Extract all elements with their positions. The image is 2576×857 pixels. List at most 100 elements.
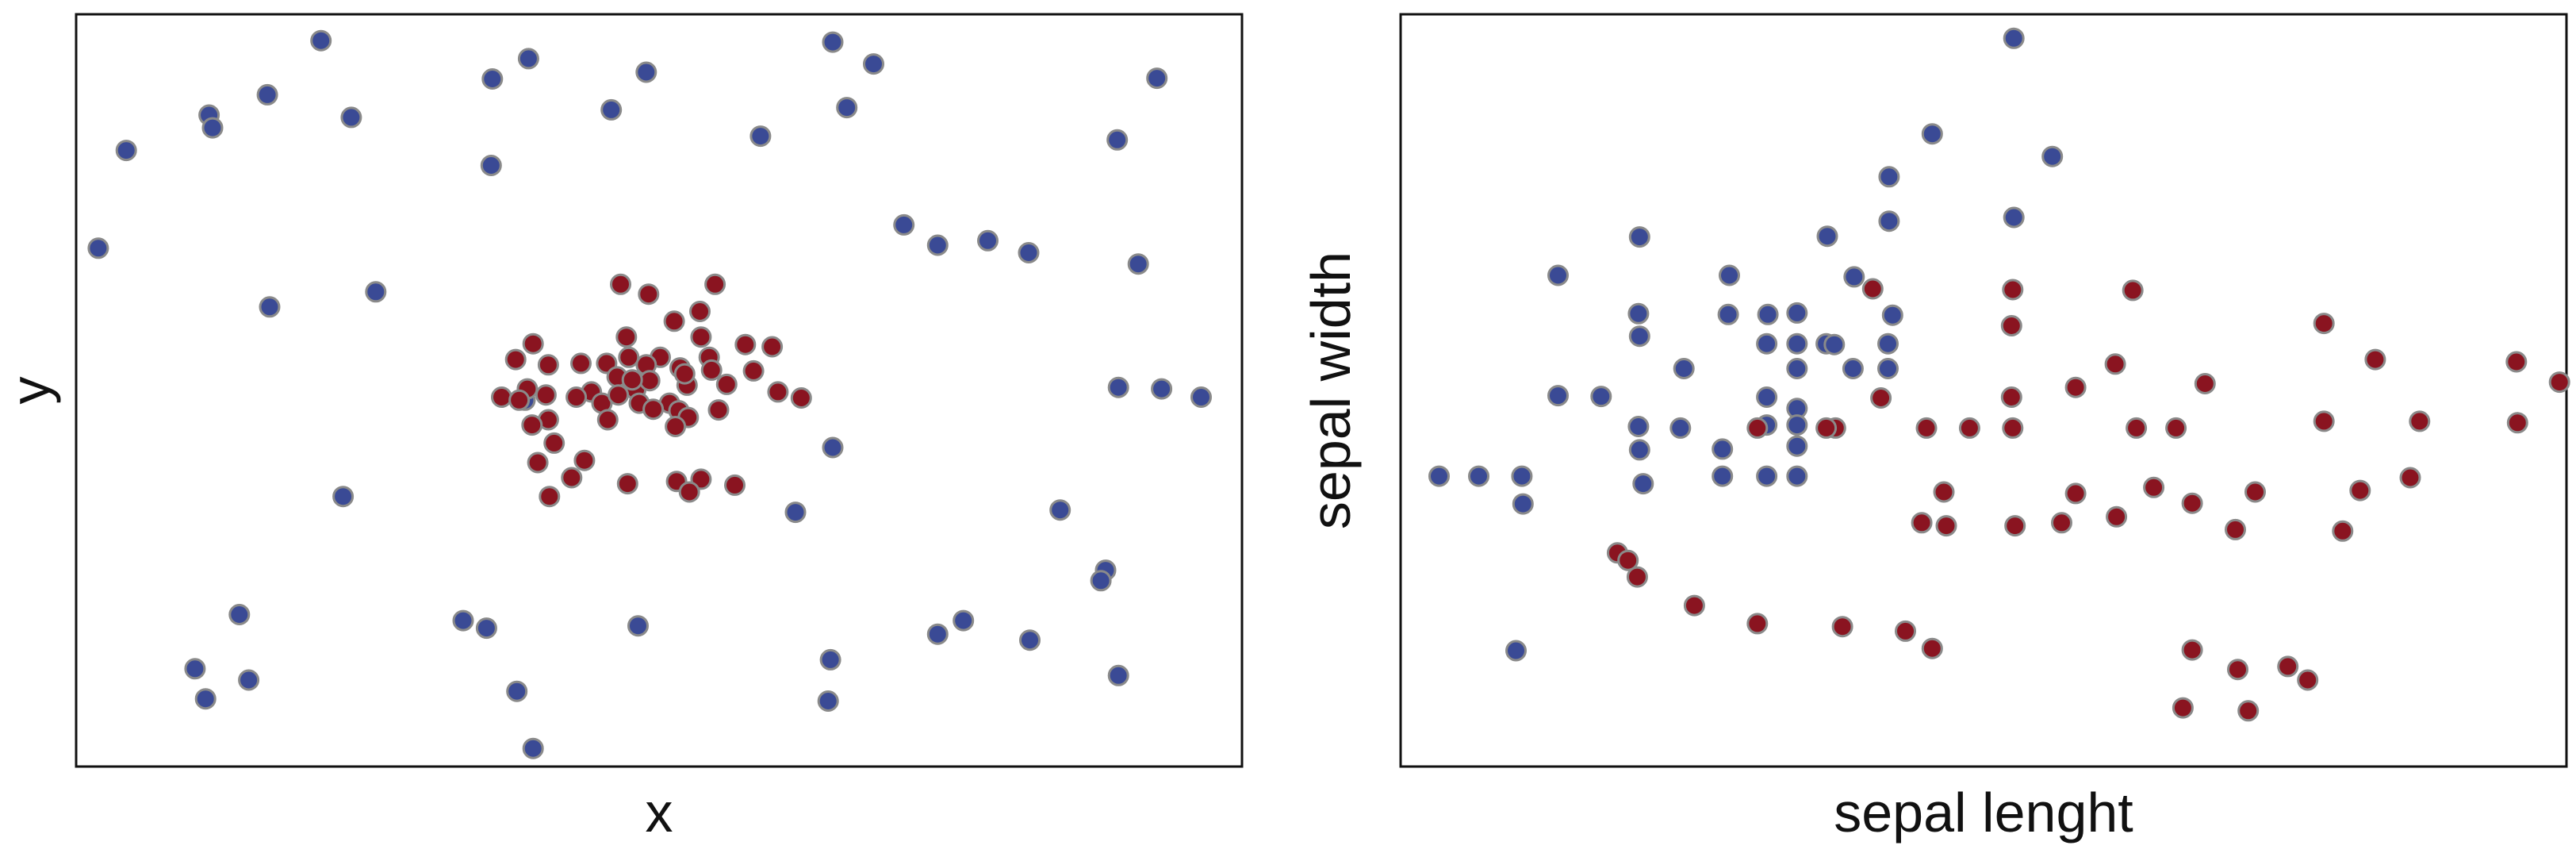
data-point-red: [1911, 512, 1933, 534]
data-point-blue: [184, 658, 206, 680]
data-point-blue: [1151, 378, 1173, 400]
data-point-blue: [784, 502, 807, 524]
data-point-blue: [2041, 145, 2064, 167]
data-point-blue: [1190, 386, 1212, 408]
data-point-red: [521, 414, 543, 436]
data-point-red: [1626, 566, 1648, 588]
data-point-blue: [1505, 640, 1527, 662]
data-point-blue: [310, 29, 332, 52]
data-point-red: [2143, 476, 2165, 498]
data-point-red: [1935, 515, 1957, 537]
data-point-red: [663, 310, 685, 332]
data-point-red: [565, 386, 588, 408]
data-point-blue: [977, 229, 999, 252]
data-point-red: [742, 359, 765, 382]
data-point-blue: [1107, 664, 1129, 686]
data-point-red: [616, 473, 638, 495]
data-point-blue: [332, 486, 355, 508]
data-point-blue: [1842, 358, 1864, 379]
data-point-red: [2237, 700, 2260, 722]
data-point-red: [690, 326, 712, 348]
data-point-red: [1746, 417, 1769, 439]
data-point-blue: [1786, 302, 1808, 324]
data-point-red: [2104, 353, 2126, 375]
data-point-blue: [1627, 416, 1650, 437]
scatter-plot-left: x y: [0, 13, 1244, 844]
data-point-red: [2225, 518, 2246, 540]
data-point-blue: [1786, 332, 1808, 355]
plot-frame: [75, 13, 1244, 768]
data-point-blue: [1756, 465, 1778, 487]
data-point-blue: [1590, 386, 1612, 408]
data-point-blue: [228, 604, 251, 625]
data-point-red: [715, 373, 738, 395]
data-point-red: [2194, 373, 2216, 394]
data-point-red: [2122, 279, 2144, 302]
data-point-red: [1815, 417, 1838, 439]
data-point-red: [561, 467, 583, 489]
data-point-red: [704, 273, 726, 295]
data-point-red: [724, 474, 746, 496]
data-point-blue: [1878, 210, 1900, 233]
data-point-blue: [836, 97, 858, 119]
data-point-blue: [1786, 414, 1808, 436]
data-point-blue: [1547, 385, 1569, 407]
data-point-red: [2165, 417, 2187, 439]
data-point-blue: [1669, 417, 1692, 439]
data-point-red: [2000, 315, 2022, 336]
data-point-red: [642, 398, 665, 421]
data-point-red: [2002, 417, 2024, 439]
data-point-blue: [1786, 435, 1808, 457]
marker-layer: [1428, 27, 2570, 722]
data-point-blue: [1878, 166, 1900, 188]
data-point-red: [2277, 655, 2299, 678]
data-point-red: [1933, 481, 1955, 503]
data-point-blue: [2003, 206, 2025, 229]
data-point-red: [618, 346, 640, 368]
data-point-red: [1915, 417, 1938, 439]
data-point-blue: [1632, 473, 1654, 495]
data-point-red: [2181, 492, 2203, 514]
data-point-blue: [1628, 439, 1650, 461]
data-point-red: [1921, 637, 1943, 659]
data-point-blue: [365, 281, 387, 303]
data-point-blue: [1628, 325, 1650, 348]
data-point-blue: [452, 609, 474, 632]
data-point-blue: [822, 436, 844, 459]
data-point-red: [1831, 616, 1853, 638]
data-point-red: [621, 369, 643, 391]
data-point-blue: [87, 237, 109, 259]
data-point-red: [508, 389, 531, 411]
data-point-red: [570, 352, 592, 375]
data-point-red: [2332, 520, 2354, 542]
data-point-blue: [1628, 226, 1650, 248]
data-point-red: [2002, 279, 2024, 301]
data-point-red: [678, 481, 700, 503]
data-point-blue: [819, 648, 841, 671]
data-point-red: [2364, 348, 2386, 371]
data-point-blue: [481, 68, 504, 90]
data-point-blue: [259, 296, 281, 318]
data-point-blue: [1049, 499, 1071, 521]
data-point-blue: [1468, 465, 1489, 487]
data-point-blue: [2003, 27, 2025, 49]
x-axis-label: sepal lenght: [1834, 782, 2133, 844]
scatter-plot-right: sepal lenght sepal width: [1300, 13, 2570, 844]
data-point-red: [1861, 278, 1884, 300]
data-point-blue: [1786, 358, 1808, 379]
data-point-red: [1617, 549, 1639, 571]
data-point-red: [2000, 386, 2022, 408]
data-point-blue: [522, 737, 544, 759]
data-point-red: [522, 332, 544, 355]
data-point-blue: [506, 680, 528, 702]
data-point-blue: [1107, 376, 1129, 398]
data-point-blue: [627, 615, 649, 637]
x-axis-label: x: [646, 782, 673, 844]
data-point-blue: [1712, 465, 1734, 487]
data-point-red: [608, 384, 630, 406]
data-point-red: [2297, 669, 2319, 691]
data-point-red: [2505, 351, 2528, 373]
marker-layer: [87, 29, 1212, 759]
